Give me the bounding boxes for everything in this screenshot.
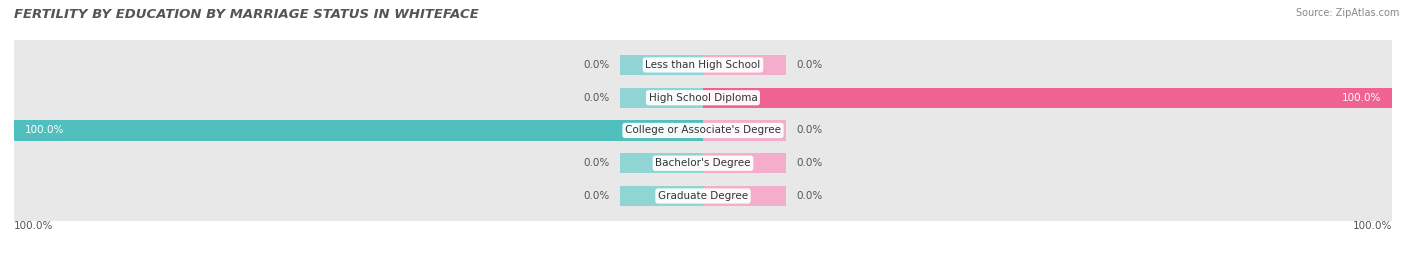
Text: 100.0%: 100.0%: [1343, 93, 1382, 103]
Text: 100.0%: 100.0%: [14, 221, 53, 231]
Bar: [703, 87, 1392, 108]
Text: 0.0%: 0.0%: [796, 60, 823, 70]
Bar: [14, 36, 1392, 94]
Text: 100.0%: 100.0%: [1353, 221, 1392, 231]
Text: 0.0%: 0.0%: [796, 191, 823, 201]
Bar: [620, 87, 703, 108]
Text: High School Diploma: High School Diploma: [648, 93, 758, 103]
Bar: [14, 120, 703, 141]
Text: Source: ZipAtlas.com: Source: ZipAtlas.com: [1295, 8, 1399, 18]
Bar: [14, 68, 1392, 127]
Text: College or Associate's Degree: College or Associate's Degree: [626, 125, 780, 136]
Bar: [703, 55, 786, 75]
Bar: [620, 153, 703, 174]
Text: 0.0%: 0.0%: [796, 125, 823, 136]
Bar: [14, 101, 1392, 160]
Text: Less than High School: Less than High School: [645, 60, 761, 70]
Bar: [14, 134, 1392, 193]
Bar: [703, 186, 786, 206]
Text: 0.0%: 0.0%: [796, 158, 823, 168]
Text: 0.0%: 0.0%: [583, 191, 610, 201]
Text: 100.0%: 100.0%: [24, 125, 63, 136]
Text: 0.0%: 0.0%: [583, 60, 610, 70]
Text: 0.0%: 0.0%: [583, 158, 610, 168]
Bar: [703, 120, 786, 141]
Text: Bachelor's Degree: Bachelor's Degree: [655, 158, 751, 168]
Bar: [703, 153, 786, 174]
Bar: [14, 167, 1392, 225]
Text: FERTILITY BY EDUCATION BY MARRIAGE STATUS IN WHITEFACE: FERTILITY BY EDUCATION BY MARRIAGE STATU…: [14, 8, 479, 21]
Bar: [620, 55, 703, 75]
Text: Graduate Degree: Graduate Degree: [658, 191, 748, 201]
Bar: [620, 186, 703, 206]
Text: 0.0%: 0.0%: [583, 93, 610, 103]
